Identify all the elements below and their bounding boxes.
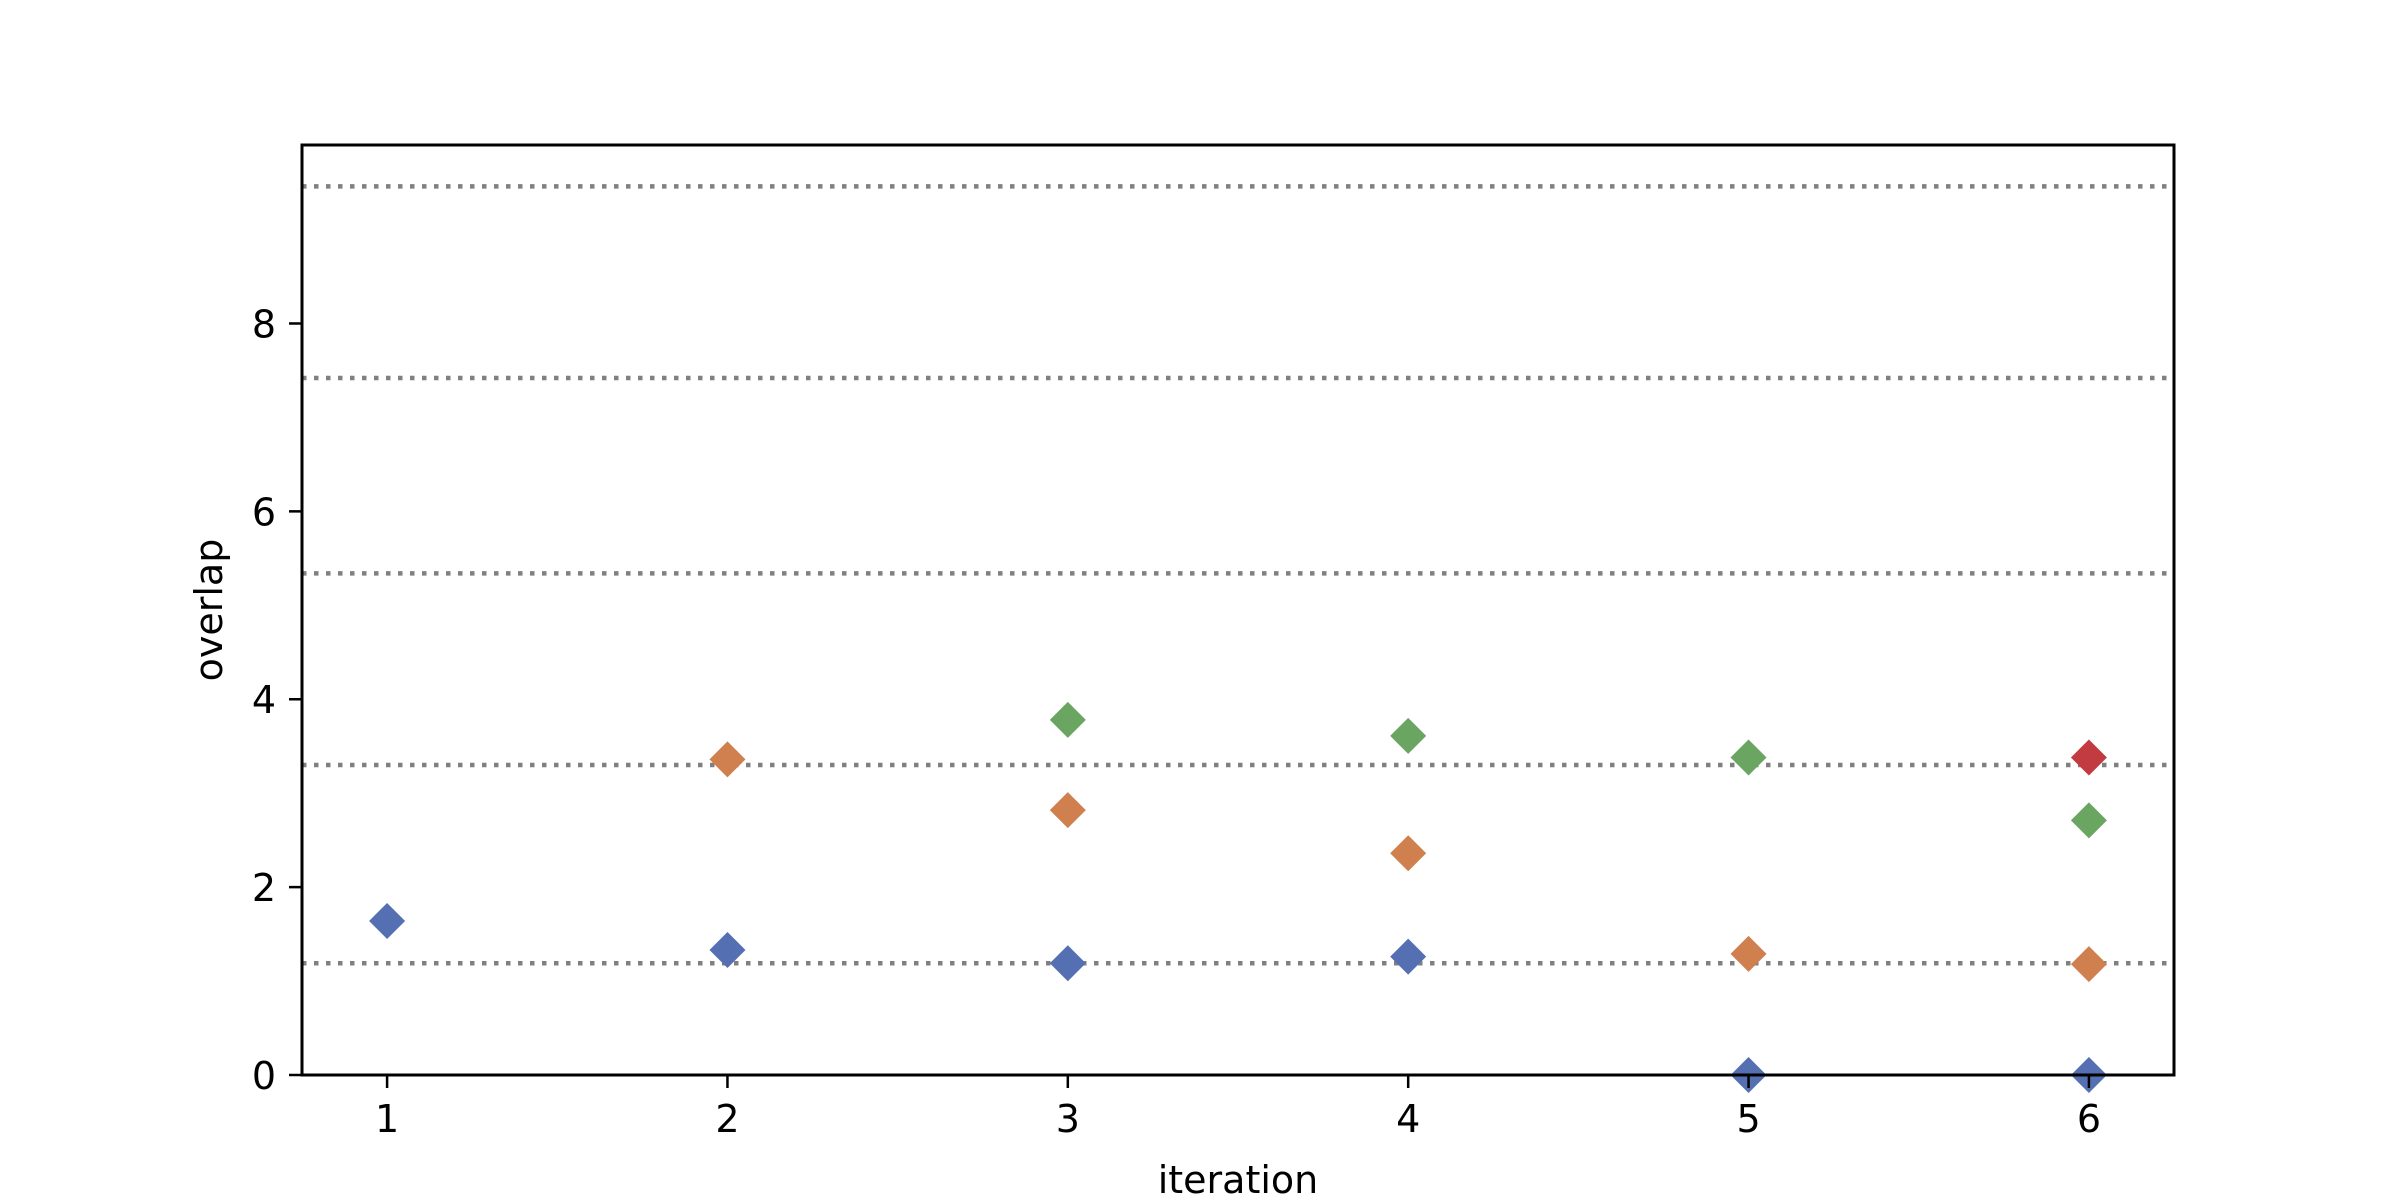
y-tick-label-4: 4: [252, 678, 276, 722]
x-tick-label-3: 3: [1056, 1097, 1080, 1141]
y-axis-label: overlap: [187, 539, 231, 682]
point-series-1-iter-4: [1390, 938, 1427, 975]
point-series-1-iter-2: [709, 932, 746, 969]
point-series-3-iter-5: [1730, 739, 1767, 776]
point-series-2-iter-4: [1390, 835, 1427, 872]
point-series-3-iter-3: [1049, 701, 1086, 738]
point-series-3-iter-6: [2070, 802, 2107, 839]
x-tick-label-6: 6: [2077, 1097, 2101, 1141]
point-series-2-iter-2: [709, 741, 746, 778]
x-tick-label-4: 4: [1396, 1097, 1420, 1141]
plot-frame: [300, 143, 2176, 1077]
point-series-2-iter-3: [1049, 792, 1086, 829]
x-axis-ticks: 1 2 3 4 5 6: [375, 1075, 2101, 1141]
y-tick-label-2: 2: [252, 866, 276, 910]
x-axis-label: iteration: [1158, 1158, 1319, 1200]
y-tick-label-0: 0: [252, 1054, 276, 1098]
point-series-2-iter-5: [1730, 935, 1767, 972]
point-series-4-iter-6: [2070, 739, 2107, 776]
x-tick-label-1: 1: [375, 1097, 399, 1141]
point-series-1-iter-3: [1049, 945, 1086, 982]
point-series-3-iter-4: [1390, 717, 1427, 754]
x-tick-label-2: 2: [715, 1097, 739, 1141]
reference-lines: [302, 184, 2174, 966]
x-tick-label-5: 5: [1736, 1097, 1760, 1141]
point-series-1-iter-1: [369, 902, 406, 939]
y-tick-label-8: 8: [252, 302, 276, 346]
point-series-2-iter-6: [2070, 946, 2107, 983]
y-axis-ticks: 0 2 4 6 8: [252, 302, 302, 1098]
y-tick-label-6: 6: [252, 490, 276, 534]
